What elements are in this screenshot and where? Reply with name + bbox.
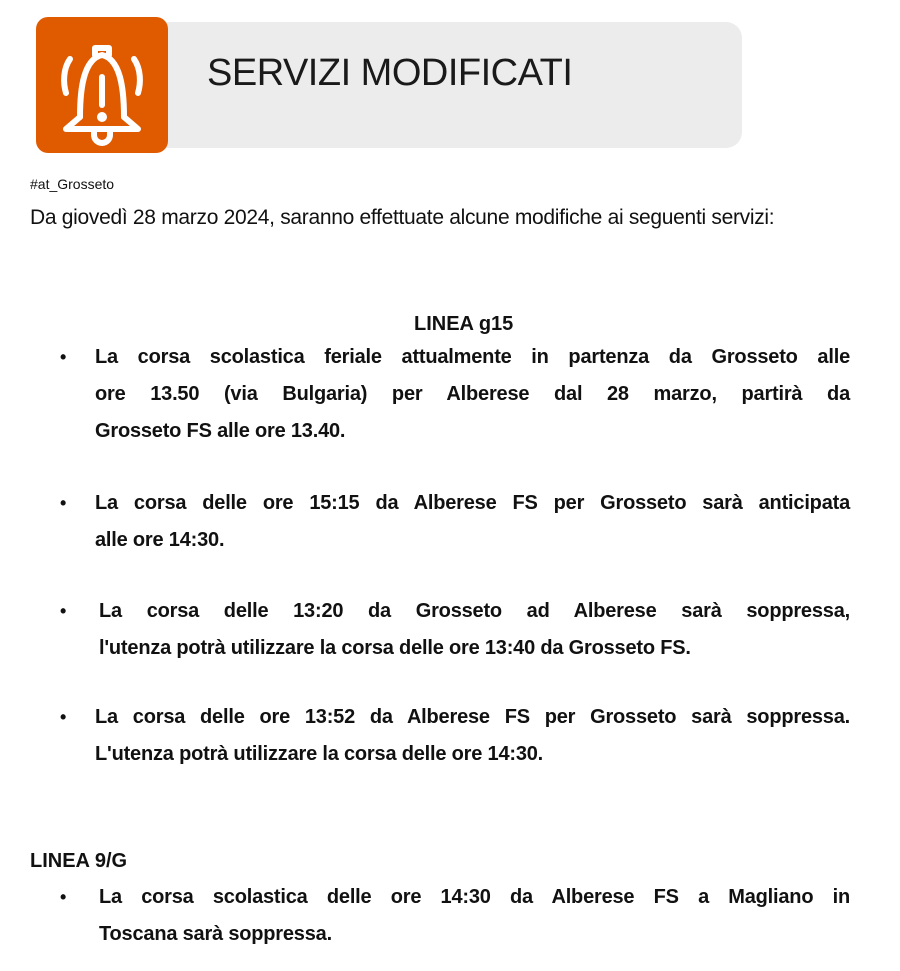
item-line: La corsa delle ore 13:52 da Alberese FS … — [95, 706, 850, 728]
bullet-icon: • — [60, 347, 67, 367]
bullet-icon: • — [60, 707, 67, 727]
item-line: l'utenza potrà utilizzare la corsa delle… — [99, 637, 691, 659]
section-heading: LINEA 9/G — [30, 850, 128, 872]
item-line: La corsa delle ore 15:15 da Alberese FS … — [95, 492, 850, 514]
list-item: • La corsa delle 13:20 da Grosseto ad Al… — [60, 593, 850, 667]
banner-background — [150, 22, 742, 148]
section-heading: LINEA g15 — [414, 313, 514, 335]
list-item: • La corsa scolastica delle ore 14:30 da… — [60, 879, 850, 953]
item-line: alle ore 14:30. — [95, 529, 225, 551]
bell-alert-icon — [61, 45, 143, 146]
item-line: La corsa scolastica feriale attualmente … — [95, 346, 850, 368]
bullet-icon: • — [60, 493, 67, 513]
item-line: L'utenza potrà utilizzare la corsa delle… — [95, 743, 544, 765]
bullet-icon: • — [60, 887, 67, 907]
item-line: ore 13.50 (via Bulgaria) per Alberese da… — [95, 383, 850, 405]
page-title: SERVIZI MODIFICATI — [207, 52, 573, 94]
item-line: Grosseto FS alle ore 13.40. — [95, 420, 346, 442]
item-line: Toscana sarà soppressa. — [99, 923, 332, 945]
list-item: • La corsa scolastica feriale attualment… — [60, 339, 850, 450]
bullet-icon: • — [60, 601, 67, 621]
list-item: • La corsa delle ore 15:15 da Alberese F… — [60, 485, 850, 559]
list-item: • La corsa delle ore 13:52 da Alberese F… — [60, 699, 850, 773]
intro-text: Da giovedì 28 marzo 2024, saranno effett… — [30, 206, 775, 229]
alert-icon-box — [36, 17, 168, 153]
hashtag: #at_Grosseto — [30, 176, 115, 192]
item-line: La corsa scolastica delle ore 14:30 da A… — [99, 886, 850, 908]
item-line: La corsa delle 13:20 da Grosseto ad Albe… — [99, 600, 850, 622]
